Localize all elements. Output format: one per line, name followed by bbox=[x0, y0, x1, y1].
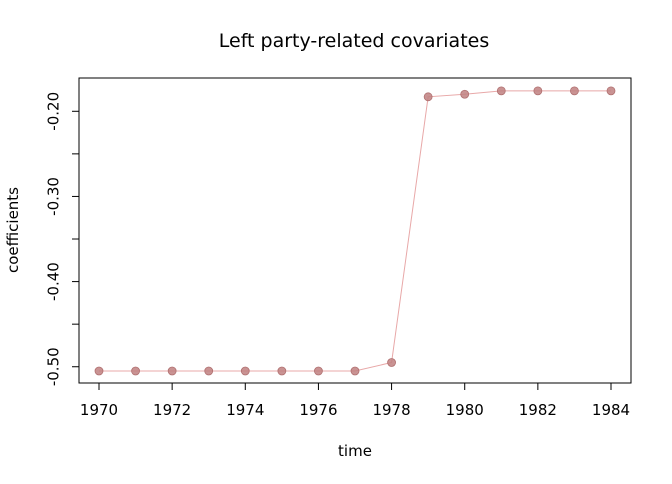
chart-title: Left party-related covariates bbox=[219, 30, 490, 52]
data-point bbox=[277, 366, 287, 376]
data-point bbox=[131, 366, 140, 376]
data-point bbox=[496, 86, 506, 96]
data-point bbox=[387, 358, 396, 367]
x-tick-label: 1972 bbox=[153, 401, 191, 419]
data-point bbox=[423, 92, 433, 102]
data-point bbox=[350, 366, 360, 376]
data-point bbox=[204, 366, 214, 376]
data-point bbox=[570, 86, 579, 96]
x-tick-label: 1980 bbox=[446, 401, 484, 419]
y-tick-label: -0.30 bbox=[45, 177, 63, 216]
x-tick-label: 1976 bbox=[299, 401, 337, 419]
y-tick-label: -0.20 bbox=[45, 92, 63, 131]
y-axis: -0.50 -0.40 -0.30 -0.20 bbox=[45, 92, 80, 386]
x-tick-label: 1974 bbox=[226, 401, 264, 419]
data-point bbox=[94, 366, 104, 376]
x-tick-label: 1978 bbox=[372, 401, 410, 419]
x-axis-label: time bbox=[338, 442, 372, 460]
data-point bbox=[606, 86, 616, 96]
x-axis: 1970 1972 1974 1976 1978 1980 1982 1984 bbox=[80, 382, 630, 419]
series-line bbox=[99, 90, 611, 372]
data-point bbox=[240, 366, 250, 376]
data-point bbox=[460, 89, 470, 99]
plot-frame bbox=[78, 77, 632, 384]
x-tick-label: 1984 bbox=[592, 401, 630, 419]
x-tick-label: 1982 bbox=[519, 401, 557, 419]
y-tick-label: -0.50 bbox=[45, 347, 63, 386]
data-point bbox=[533, 86, 543, 96]
series-layer bbox=[94, 86, 616, 376]
data-point bbox=[167, 366, 177, 376]
data-point bbox=[314, 366, 323, 376]
y-tick-label: -0.40 bbox=[45, 262, 63, 301]
y-axis-label: coefficients bbox=[4, 187, 22, 273]
x-tick-label: 1970 bbox=[80, 401, 118, 419]
